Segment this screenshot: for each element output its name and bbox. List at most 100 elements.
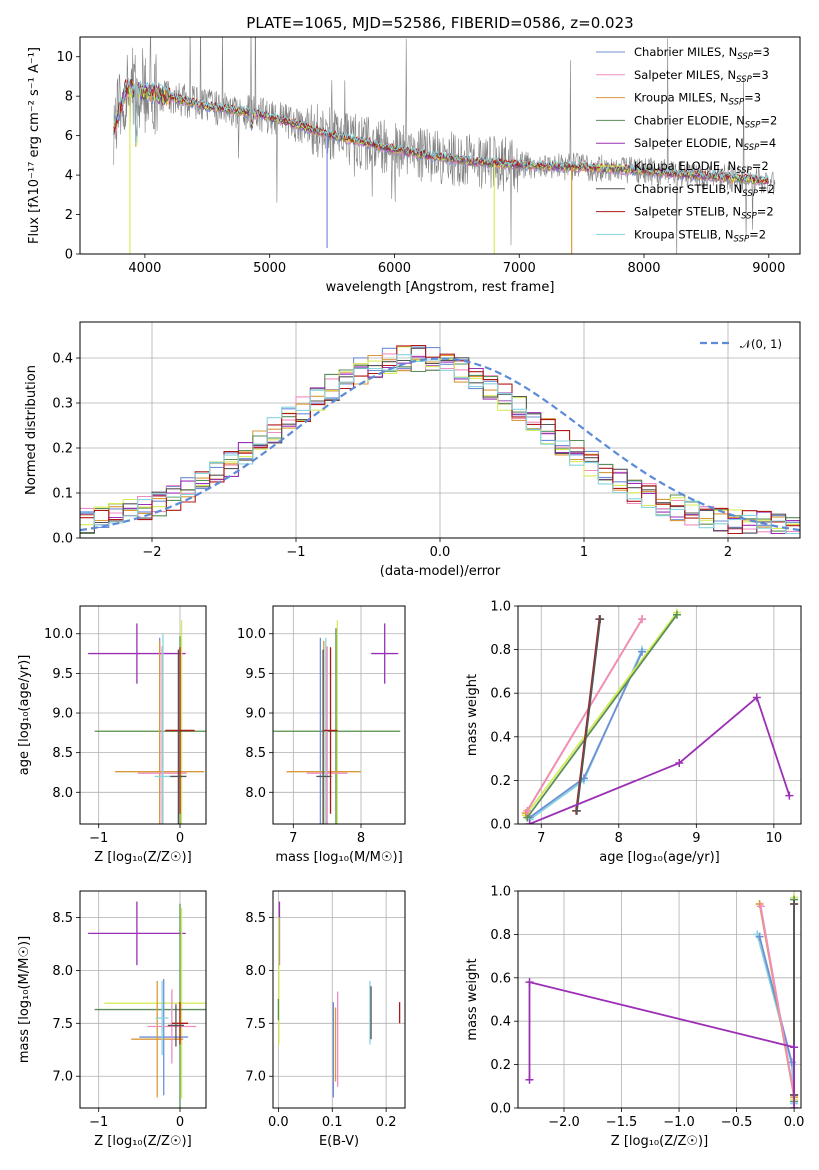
model-spectrum-salpeter-stelib [113,79,769,184]
series-line [525,611,678,816]
figure-title: PLATE=1065, MJD=52586, FIBERID=0586, z=0… [246,14,633,32]
tick-label-x: 8 [357,831,365,846]
observed-spectrum [113,37,776,254]
plot-area-residuals [80,344,800,535]
normal-distribution-curve [80,357,800,532]
tick-label-y: 0 [65,248,73,263]
tick-label-x: 7 [289,831,297,846]
series-salpeter-miles [523,615,647,815]
axes-weight-vs-Z: −2.0 −1.5 −1.0 −0.5 0.0 0.0 0.2 0.4 0.6 0.8 1.0 Z [… [465,885,804,1150]
tick-label-y: 0.4 [490,730,511,745]
series-point [638,647,647,656]
axes-age-vs-mass: 7 8 8.0 8.5 9.0 9.5 10.0 mass [log₁₀(M/M☉)] [237,605,406,865]
plot-area-age-vs-Z [88,620,206,824]
axes-frame [517,890,802,1109]
x-axis-label: Z [log₁₀(Z/Z☉)] [611,1134,708,1149]
errorbar-chabrier-miles [139,978,189,1096]
errorbar-kroupa-miles [114,640,205,824]
x-axis-label: E(B-V) [319,1134,359,1149]
series-chabrier-stelib [572,615,605,815]
residuals-legend: 𝒩(0, 1) [700,337,782,351]
series-line [576,618,602,812]
tick-label-x: 0 [176,1115,184,1130]
tick-label-x: 7000 [503,261,536,276]
tick-label-x: 1 [580,545,588,560]
tick-label-y: 0.4 [490,1015,511,1030]
tick-label-y: 8.5 [245,746,266,761]
tick-label-y: 8.5 [245,911,266,926]
tick-label-x: −1 [89,831,108,846]
legend-entry: Chabrier STELIB, NSSP=2 [634,182,775,199]
tick-label-x: −0.5 [721,1115,753,1130]
plot-area-mass-vs-Z [88,901,206,1108]
tick-label-y: 10 [56,50,73,65]
x-axis-label: mass [log₁₀(M/M☉)] [275,850,402,865]
errorbar-salpeter-miles [147,989,197,1064]
tick-label-x: 0.2 [376,1115,397,1130]
legend-entry: Salpeter STELIB, NSSP=2 [634,205,774,222]
y-axis-label: mass [log₁₀(M/M☉)] [17,936,32,1063]
y-axis-label: Flux [fλ10⁻¹⁷ erg cm⁻² s⁻¹ A⁻¹] [27,47,42,244]
tick-label-x: 0.0 [268,1115,289,1130]
series-chabrier-elodie [523,610,681,822]
series-point [596,615,605,624]
tick-label-x: −1 [286,545,305,560]
model-spectrum-kroupa-stelib [113,78,769,181]
series-point [790,1043,799,1052]
tick-label-x: 9000 [752,261,785,276]
y-axis-label: Normed distribution [24,365,39,495]
errorbar-salpeter-miles [306,646,348,824]
tick-label-y: 0.0 [490,1102,511,1117]
errorbar-chabrier-stelib [316,649,330,824]
series-point [525,1075,534,1084]
tick-label-y: 2 [65,208,73,223]
plot-area-age-vs-mass [273,620,401,824]
tick-label-x: −2.0 [548,1115,580,1130]
tick-label-y: 1.0 [490,885,511,900]
tick-label-y: 8 [65,90,73,105]
histogram-salpeter-stelib [80,344,800,535]
grid-age-vs-Z [80,606,206,824]
histogram-kroupa-stelib [80,354,800,535]
tick-label-y: 7.5 [52,1017,73,1032]
axes-mass-vs-Z: −1 0 7.0 7.5 8.0 8.5 Z [log₁₀(Z/Z☉)] mass [log₁… [17,890,207,1149]
errorbar-kroupa-miles [131,980,184,1098]
series-line [528,980,795,1108]
tick-label-x: 0.0 [430,545,451,560]
tick-label-y: 8.5 [52,911,73,926]
grid-age-vs-mass [273,606,405,824]
plot-area-weight-vs-age [521,608,794,824]
tick-label-y: 0.1 [52,487,73,502]
plot-area-weight-vs-Z [525,893,799,1108]
axes-mass-vs-EBV: 0.0 0.1 0.2 7.0 7.5 8.0 8.5 E(B-V) [245,890,406,1149]
tick-label-x: 9 [692,831,700,846]
errorbar-kroupa-stelib [154,633,172,824]
tick-label-y: 0.8 [490,928,511,943]
plot-area-spectrum [113,37,776,254]
tick-label-y: 0.0 [52,532,73,547]
errorbar-kroupa-elodie [104,907,206,1099]
series-line [759,906,795,1096]
axes-frame [79,36,801,255]
series-point [672,610,681,619]
tick-label-y: 0.6 [490,687,511,702]
histogram-kroupa-elodie [80,346,800,529]
legend-entry: Kroupa MILES, NSSP=3 [634,91,761,108]
tick-label-y: 9.5 [52,667,73,682]
tick-label-y: 0.8 [490,643,511,658]
tick-label-y: 0.0 [490,818,511,833]
grid-mass-vs-EBV [273,891,405,1108]
legend-entry: Salpeter MILES, NSSP=3 [634,68,769,85]
tick-label-y: 8.5 [52,746,73,761]
tick-label-y: 0.3 [52,397,73,412]
tick-label-y: 0.6 [490,971,511,986]
errorbar-kroupa-stelib [155,980,169,1056]
plot-area-mass-vs-EBV [277,901,401,1098]
errorbar-kroupa-miles [286,640,361,824]
tick-label-y: 0.2 [490,1058,511,1073]
grid-mass-vs-Z [80,891,206,1108]
legend-entry: Kroupa STELIB, NSSP=2 [634,227,766,244]
series-line [526,614,678,819]
plots: 4000 5000 6000 7000 8000 90000246810wavelengt… [17,36,804,1150]
tick-label-y: 9.0 [52,707,73,722]
